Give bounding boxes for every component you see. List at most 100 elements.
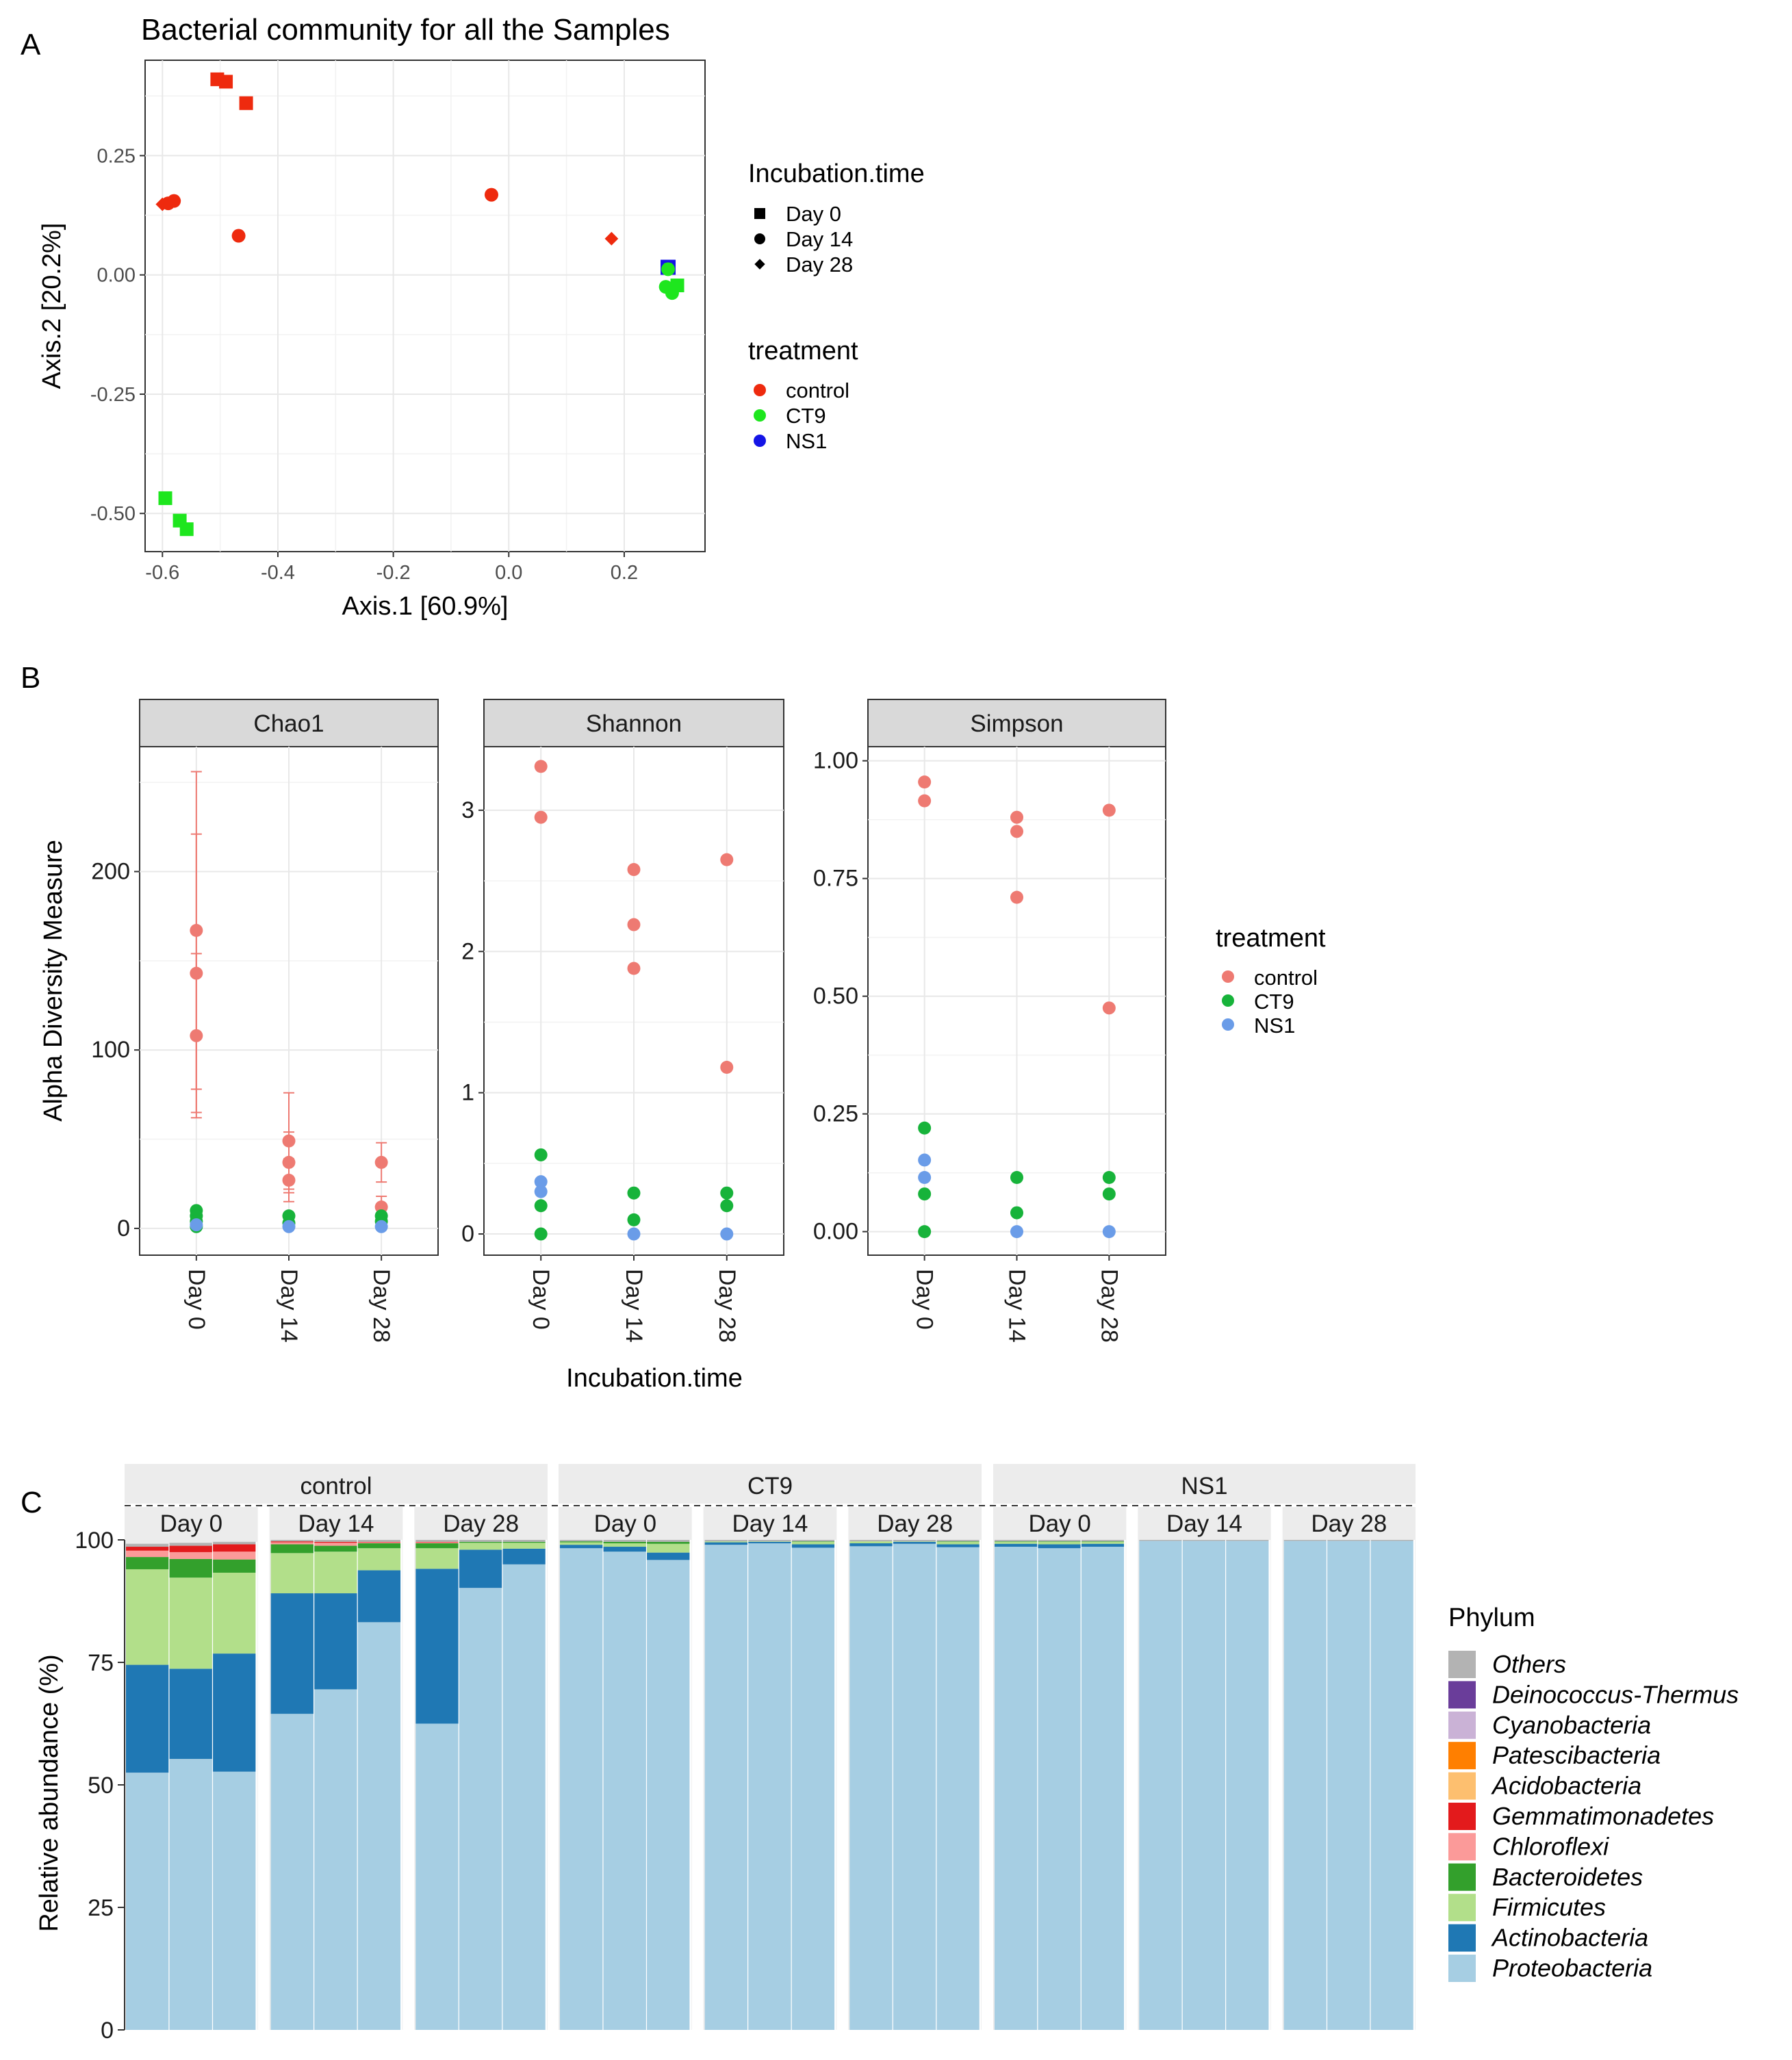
alpha-point [720, 1199, 734, 1213]
phylum-legend-label: Patescibacteria [1492, 1741, 1661, 1769]
phylum-bar-segment [1226, 1540, 1270, 1541]
pcoa-point [661, 262, 676, 276]
pcoa-point [658, 280, 673, 294]
phylum-bar-segment [213, 1559, 257, 1573]
alpha-point [918, 1121, 932, 1135]
alpha-point [1010, 1206, 1023, 1220]
alpha-facet-chao1: Chao1 0 100 200 Day 0 Day 14 Day 28 [91, 699, 439, 1343]
pcoa-point [484, 188, 498, 202]
color-legend-title: treatment [748, 337, 858, 365]
phylum-bar-segment [169, 1669, 214, 1760]
panel-label-b: B [21, 661, 40, 695]
alpha-facet-simpson: Simpson 0.00 0.25 0.50 0.75 1.00 Day 0 Day 14 Da… [813, 699, 1166, 1343]
alpha-point [374, 1220, 388, 1233]
alpha-facet-title: Shannon [586, 710, 682, 737]
phylum-group-strip-control: control [125, 1464, 548, 1504]
phylum-bar-segment [459, 1541, 503, 1543]
alpha-point [918, 1225, 932, 1239]
phylum-day-title: Day 14 [732, 1510, 808, 1537]
phylum-bar-segment [415, 1723, 459, 2030]
phylum-bar-segment [1327, 1540, 1371, 1541]
phylum-legend-title: Phylum [1448, 1604, 1535, 1632]
alpha-point [627, 1227, 641, 1241]
phylum-bar-segment [314, 1545, 358, 1552]
phylum-bar-segment [647, 1560, 691, 2030]
phylum-bar-segment [995, 1543, 1038, 1547]
phylum-legend-key [1448, 1681, 1476, 1709]
alpha-legend-key [1222, 1018, 1234, 1031]
phylum-bar-segment [415, 1540, 459, 1542]
pcoa-x-tick-label: 0.0 [495, 562, 522, 584]
phylum-bar-segment [704, 1542, 749, 1545]
phylum-bar-segment [126, 1664, 170, 1773]
phylum-bar-segment [560, 1541, 604, 1543]
alpha-y-tick-label: 0.75 [813, 866, 858, 892]
phylum-bar-segment [1283, 1540, 1328, 1541]
color-legend-label: CT9 [786, 404, 826, 428]
phylum-bar-segment [560, 1540, 604, 1542]
alpha-y-tick-label: 0 [117, 1215, 130, 1241]
alpha-y-tick-label: 0.25 [813, 1101, 858, 1127]
alpha-facet-shannon: Shannon 0 1 2 3 Day 0 Day 14 Day 28 [461, 699, 784, 1343]
alpha-point [627, 863, 641, 877]
phylum-bar-segment [1038, 1541, 1081, 1545]
pcoa-point [239, 96, 253, 110]
phylum-y-axis-title: Relative abundance (%) [35, 1654, 64, 1932]
shape-legend-label: Day 0 [786, 202, 841, 226]
phylum-group-strip-ns1: NS1 [993, 1464, 1416, 1504]
alpha-point [282, 1155, 296, 1169]
phylum-bar-segment [748, 1541, 792, 1542]
alpha-legend-key [1222, 970, 1234, 983]
phylum-bar-segment [213, 1653, 257, 1772]
alpha-y-axis-title: Alpha Diversity Measure [39, 840, 68, 1122]
pcoa-points [155, 72, 684, 537]
phylum-bar-segment [270, 1542, 315, 1545]
phylum-bar-segment [849, 1540, 893, 1542]
phylum-bar-segment [1327, 1541, 1371, 2030]
shape-legend-key [754, 208, 765, 219]
pcoa-y-axis-title: Axis.2 [20.2%] [38, 223, 66, 389]
alpha-y-tick-label: 100 [91, 1037, 130, 1063]
shape-legend-label: Day 28 [786, 253, 853, 276]
phylum-y-tick-label: 100 [75, 1528, 114, 1554]
color-legend-key [754, 384, 766, 396]
alpha-point [1102, 1170, 1116, 1184]
phylum-day-strip-bg [848, 1507, 982, 1540]
alpha-x-tick-label: Day 14 [276, 1269, 302, 1343]
phylum-day-title: Day 0 [594, 1510, 656, 1537]
alpha-point [1102, 1225, 1116, 1239]
alpha-y-tick-label: 3 [461, 797, 474, 823]
phylum-legend-key [1448, 1863, 1476, 1891]
phylum-bar-segment [213, 1572, 257, 1654]
phylum-bar-segment [893, 1541, 937, 1542]
phylum-legend-label: Bacteroidetes [1492, 1863, 1643, 1891]
alpha-facet-strip [483, 699, 784, 747]
alpha-facet-title: Simpson [970, 710, 1063, 737]
phylum-bar-segment [893, 1540, 937, 1542]
phylum-bar-segment [849, 1543, 893, 1547]
phylum-bar-segment [314, 1593, 358, 1690]
alpha-point [720, 1227, 734, 1241]
alpha-panel: Chao1 0 100 200 Day 0 Day 14 Day 28 Shannon 0 1 2 3… [39, 699, 1326, 1393]
phylum-day-title: Day 0 [160, 1510, 222, 1537]
phylum-bar-segment [647, 1552, 691, 1560]
alpha-point [282, 1134, 296, 1148]
phylum-bar-segment [647, 1540, 691, 1542]
color-legend-key [754, 409, 766, 422]
phylum-bar-segment [1226, 1541, 1270, 2030]
phylum-bar-segment [1038, 1541, 1081, 1542]
pcoa-x-tick-label: -0.4 [261, 562, 295, 584]
alpha-point [190, 966, 203, 980]
phylum-group-strip-ct9: CT9 [559, 1464, 982, 1504]
phylum-bar-segment [502, 1564, 546, 2030]
phylum-legend-label: Others [1492, 1650, 1566, 1678]
alpha-point [1010, 1170, 1023, 1184]
alpha-point [282, 1174, 296, 1187]
alpha-point [374, 1155, 388, 1169]
phylum-bar-segment [357, 1540, 402, 1542]
phylum-bar-segment [270, 1593, 315, 1714]
alpha-y-tick-label: 0.50 [813, 983, 858, 1009]
phylum-bar-segment [126, 1543, 170, 1547]
alpha-point [534, 1175, 548, 1189]
